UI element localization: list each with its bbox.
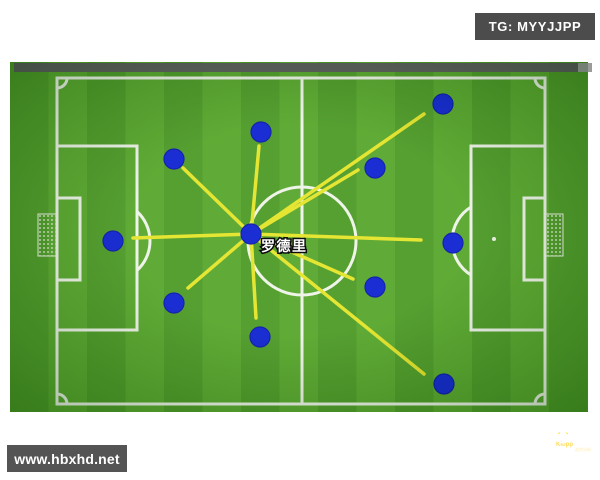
pitch-top-edge <box>14 63 580 72</box>
corner-arc-bottom-left <box>56 392 69 405</box>
left-goal-area <box>55 196 82 282</box>
player-dot <box>163 292 185 314</box>
pass-line <box>249 112 426 236</box>
klopp-face-icon <box>557 432 569 444</box>
players-group: 罗德里 <box>102 93 464 395</box>
pass-line <box>249 232 355 281</box>
player-dot <box>364 157 386 179</box>
player-dot <box>163 148 185 170</box>
watermark-subtext: 战术分析 <box>575 447 591 452</box>
football-pitch: 罗德里 Klopp 大迷 战术分析 <box>10 62 593 452</box>
right-goal-net <box>544 213 564 257</box>
creator-watermark: Klopp 大迷 战术分析 <box>556 431 600 459</box>
website-badge: www.hbxhd.net <box>7 445 127 472</box>
player-dot <box>364 276 386 298</box>
pass-line <box>181 166 253 236</box>
website-badge-label: www.hbxhd.net <box>14 450 120 467</box>
pass-line <box>249 232 426 376</box>
player-dot <box>432 93 454 115</box>
player-dot <box>102 230 124 252</box>
corner-arc-top-left <box>56 77 69 90</box>
right-penalty-spot <box>492 237 496 241</box>
pass-lines-group <box>131 112 426 376</box>
player-dot <box>442 232 464 254</box>
player-dot <box>240 223 262 245</box>
player-dot <box>433 373 455 395</box>
corner-arc-bottom-right <box>533 392 546 405</box>
pass-line <box>249 144 261 236</box>
right-goal-area <box>522 196 547 282</box>
player-label: 罗德里 <box>261 238 308 254</box>
pass-line <box>249 232 258 320</box>
left-penalty-area <box>55 144 139 332</box>
pass-line <box>131 232 253 240</box>
left-penalty-arc <box>135 210 152 272</box>
pass-line <box>249 232 423 242</box>
watermark-name: 大迷 <box>575 437 594 447</box>
player-dot <box>249 326 271 348</box>
pass-line <box>186 232 253 290</box>
corner-arc-top-right <box>533 77 546 90</box>
telegram-badge-label: TG: MYYJJPP <box>488 19 582 34</box>
watermark-brand: Klopp <box>556 442 573 448</box>
player-dot <box>250 121 272 143</box>
right-penalty-area <box>469 144 547 332</box>
pitch-markings-layer: 罗德里 <box>37 76 564 406</box>
pitch-top-edge-end <box>578 63 592 72</box>
telegram-badge: TG: MYYJJPP <box>475 13 595 40</box>
left-goal-net <box>37 213 58 257</box>
